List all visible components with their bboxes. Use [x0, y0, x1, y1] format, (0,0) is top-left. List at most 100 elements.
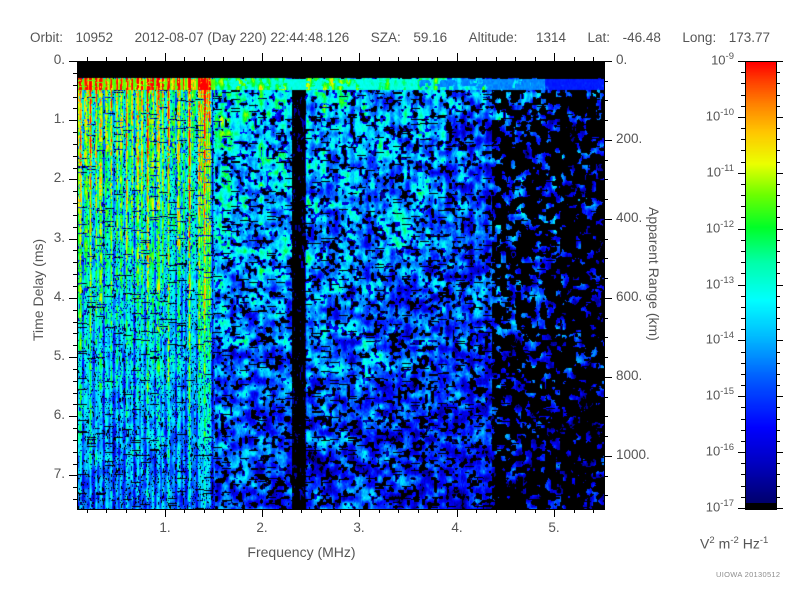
units-v: V	[700, 535, 710, 552]
colorbar-minor-tick-right	[776, 83, 780, 84]
x-axis-minor-tick	[379, 509, 380, 513]
y-axis-minor-tick	[73, 274, 77, 275]
x-axis-tick-label: 1.	[159, 520, 171, 535]
x-axis-top-minor-tick	[437, 57, 438, 61]
colorbar-minor-tick-right	[776, 419, 780, 420]
y-axis-minor-tick	[73, 250, 77, 251]
colorbar-tick-mantissa: 10	[705, 276, 721, 292]
y-axis-tick-label: 7.	[53, 466, 65, 481]
x-axis-top-minor-tick	[145, 57, 146, 61]
x-axis-minor-tick	[282, 509, 283, 513]
y-axis-tick-label: 2.	[53, 170, 65, 185]
colorbar-minor-tick-right	[776, 497, 780, 498]
colorbar-major-tick-left	[738, 61, 745, 62]
y-axis-tick-label: 5.	[53, 348, 65, 363]
colorbar-major-tick-right	[776, 229, 783, 230]
colorbar-minor-tick-right	[776, 363, 780, 364]
x-axis-minor-tick	[204, 509, 205, 513]
colorbar-tick-mantissa: 10	[705, 108, 721, 124]
colorbar-minor-tick-right	[776, 463, 780, 464]
colorbar-tick-label: 10-11	[682, 163, 735, 179]
x-axis-top-minor-tick	[515, 57, 516, 61]
colorbar-major-tick-left	[738, 396, 745, 397]
y-axis-minor-tick	[73, 464, 77, 465]
x-axis-minor-tick	[398, 509, 399, 513]
units-m: m	[718, 535, 731, 552]
y2-axis-major-tick	[604, 219, 612, 220]
x-axis-top-major-tick	[457, 53, 458, 61]
colorbar-underflow-band	[746, 503, 776, 509]
colorbar-minor-tick-left	[741, 318, 745, 319]
y-axis-minor-tick	[73, 369, 77, 370]
x-axis-major-tick	[457, 509, 458, 517]
units-hz: Hz	[742, 535, 760, 552]
colorbar-major-tick-right	[776, 285, 783, 286]
y2-axis-tick-label: 400.	[616, 210, 643, 225]
altitude-label: Altitude:	[468, 30, 518, 45]
colorbar-tick-mantissa: 10	[705, 387, 721, 403]
colorbar-major-tick-right	[776, 117, 783, 118]
x-axis-top-minor-tick	[379, 57, 380, 61]
y2-axis-minor-tick	[604, 81, 608, 82]
y-axis-minor-tick	[73, 310, 77, 311]
x-axis-top-minor-tick	[223, 57, 224, 61]
y2-axis-minor-tick	[604, 397, 608, 398]
x-axis-top-minor-tick	[496, 57, 497, 61]
colorbar-minor-tick-left	[741, 195, 745, 196]
colorbar-major-tick-left	[738, 285, 745, 286]
x-axis-major-tick	[262, 509, 263, 517]
x-axis-minor-tick	[418, 509, 419, 513]
y-axis-major-tick	[69, 120, 77, 121]
x-axis-tick-label: 5.	[548, 520, 560, 535]
y-axis-minor-tick	[73, 191, 77, 192]
colorbar-tick-exponent: -17	[720, 498, 734, 509]
colorbar-tick-label: 10-9	[682, 51, 734, 67]
colorbar-minor-tick-left	[741, 251, 745, 252]
colorbar-minor-tick-left	[741, 486, 745, 487]
colorbar-minor-tick-right	[776, 95, 780, 96]
x-axis-minor-tick	[574, 509, 575, 513]
y-axis-minor-tick	[73, 156, 77, 157]
x-axis-tick-label: 4.	[451, 520, 463, 535]
colorbar-minor-tick-right	[776, 251, 780, 252]
x-axis-top-minor-tick	[574, 57, 575, 61]
colorbar-minor-tick-right	[776, 162, 780, 163]
colorbar-minor-tick-left	[741, 162, 745, 163]
orbit-label: Orbit:	[29, 30, 63, 45]
colorbar-tick-label: 10-10	[682, 107, 734, 123]
sza-label: SZA:	[370, 30, 401, 45]
y-axis-tick-label: 4.	[53, 289, 65, 304]
colorbar-minor-tick-right	[776, 217, 780, 218]
colorbar-minor-tick-left	[741, 497, 745, 498]
y-axis-minor-tick	[73, 144, 77, 145]
x-axis-top-minor-tick	[340, 57, 341, 61]
observation-datetime: 2012-08-07 (Day 220) 22:44:48.126	[134, 30, 350, 45]
y-axis-minor-tick	[73, 393, 77, 394]
y2-axis-tick-label: 0.	[616, 52, 628, 67]
x-axis-top-minor-tick	[282, 57, 283, 61]
colorbar-tick-mantissa: 10	[705, 443, 721, 459]
x-axis-top-minor-tick	[126, 57, 127, 61]
colorbar-tick-exponent: -14	[720, 330, 734, 341]
colorbar-minor-tick-left	[741, 307, 745, 308]
colorbar-major-tick-right	[776, 508, 783, 509]
x-axis-top-minor-tick	[184, 57, 185, 61]
x-axis-top-minor-tick	[321, 57, 322, 61]
x-axis-top-minor-tick	[106, 57, 107, 61]
colorbar-minor-tick-right	[776, 385, 780, 386]
colorbar	[745, 61, 777, 510]
orbit-value: 10952	[75, 30, 114, 45]
colorbar-minor-tick-left	[741, 72, 745, 73]
x-axis-minor-tick	[145, 509, 146, 513]
radargram-plot-area	[77, 61, 605, 510]
colorbar-minor-tick-left	[741, 106, 745, 107]
colorbar-minor-tick-left	[741, 463, 745, 464]
y2-axis-minor-tick	[604, 258, 608, 259]
y2-axis-tick-label: 200.	[616, 131, 643, 146]
y2-axis-major-tick	[604, 456, 612, 457]
colorbar-minor-tick-right	[776, 430, 780, 431]
colorbar-minor-tick-left	[741, 273, 745, 274]
y-axis-minor-tick	[73, 322, 77, 323]
colorbar-tick-label: 10-15	[682, 386, 734, 402]
colorbar-minor-tick-right	[776, 128, 780, 129]
